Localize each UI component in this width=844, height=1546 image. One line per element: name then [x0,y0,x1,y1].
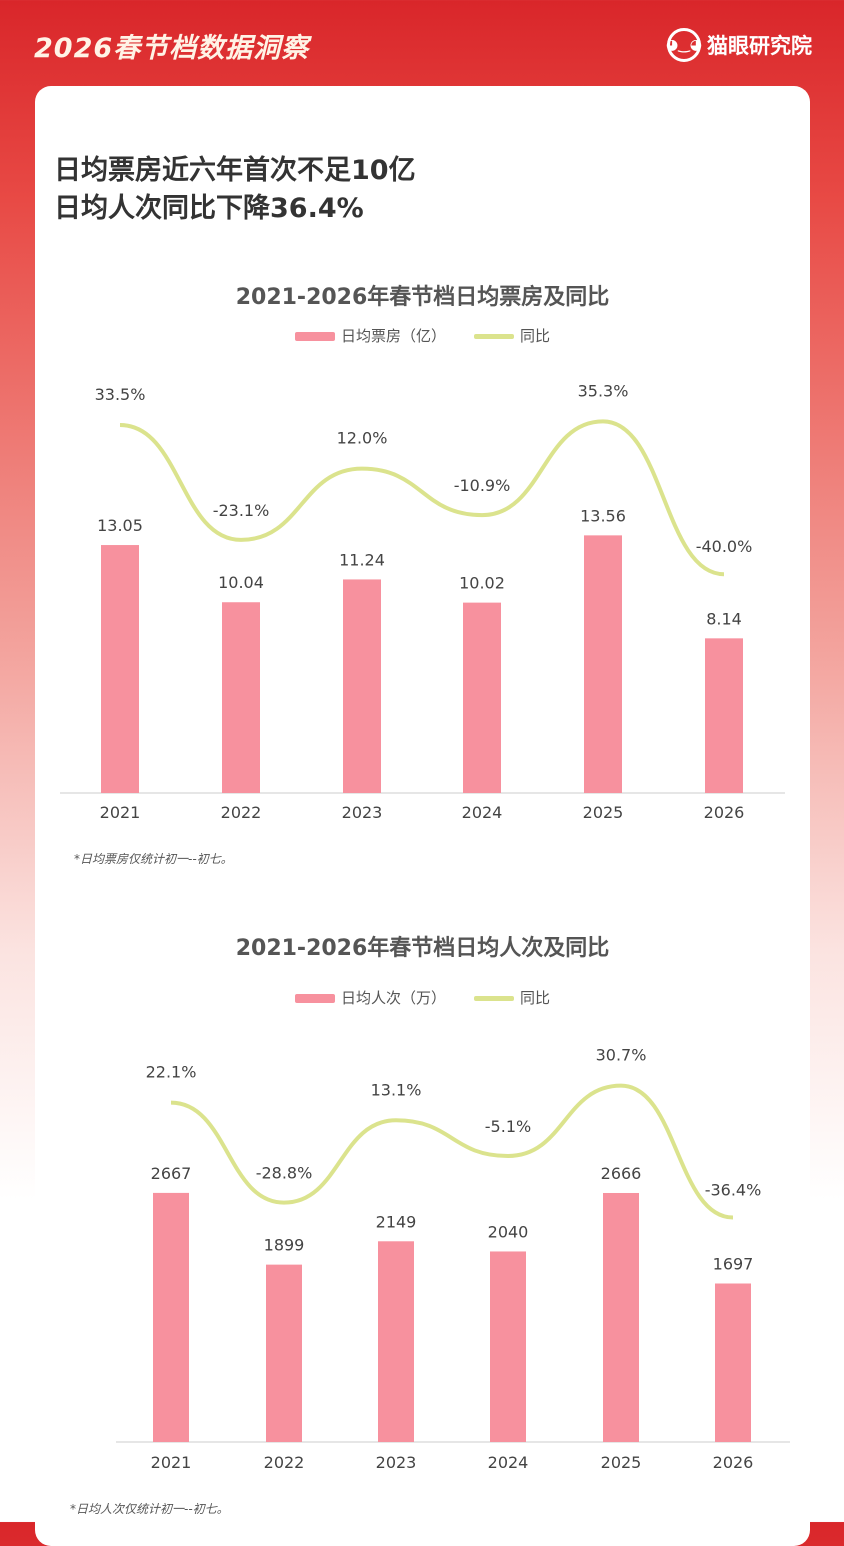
bar [153,1192,189,1442]
bar-label: 10.04 [218,573,264,592]
bar [222,602,260,793]
chart-1-note: *日均票房仅统计初一--初七。 [74,852,233,866]
bar-label: 11.24 [339,550,385,569]
x-tick-label: 2021 [151,1453,192,1472]
line-label: -36.4% [705,1181,762,1200]
chart-2-legend: 日均人次（万） 同比 [35,987,810,1008]
headline-line-2: 日均人次同比下降36.4% [54,193,364,224]
bar [463,602,501,793]
brand-name: 猫眼研究院 [707,34,812,58]
bar-label: 1899 [264,1236,305,1255]
x-tick-label: 2026 [713,1453,754,1472]
report-title: 2026春节档数据洞察 [34,33,310,64]
cat-face-icon: ◕‿◕ [666,28,702,62]
x-tick-label: 2023 [376,1453,417,1472]
x-tick-label: 2026 [704,803,745,822]
line-label: -5.1% [485,1117,531,1136]
bar-label: 13.56 [580,506,626,525]
legend-line: 同比 [474,325,550,346]
bar-label: 10.02 [459,574,505,593]
chart-2-note: *日均人次仅统计初一--初七。 [70,1502,229,1516]
bar [584,535,622,793]
chart-1-title: 2021-2026年春节档日均票房及同比 [235,285,610,310]
bar-label: 2666 [601,1164,642,1183]
chart-2-title: 2021-2026年春节档日均人次及同比 [235,936,610,961]
x-tick-label: 2021 [100,803,141,822]
bar [378,1241,414,1442]
legend-bar: 日均票房（亿） [294,325,446,346]
bar [343,579,381,793]
line-label: -28.8% [256,1164,313,1183]
chart-1-legend: 日均票房（亿） 同比 [35,325,810,346]
yoy-line [119,419,725,577]
x-tick-label: 2022 [221,803,262,822]
brand: ◕‿◕ 猫眼研究院 [666,28,812,62]
x-tick-label: 2025 [601,1453,642,1472]
x-tick-label: 2023 [342,803,383,822]
bar-label: 2667 [151,1164,192,1183]
x-tick-label: 2022 [264,1453,305,1472]
x-tick-label: 2024 [462,803,503,822]
headline: 日均票房近六年首次不足10亿 日均人次同比下降36.4% [54,152,416,228]
legend-bar: 日均人次（万） [294,987,446,1008]
line-label: -10.9% [454,476,511,495]
line-label: -23.1% [213,501,270,520]
x-tick-label: 2024 [488,1453,529,1472]
line-label: 35.3% [578,381,629,400]
bar [101,545,139,793]
line-label: 33.5% [95,385,146,404]
bar [715,1283,751,1442]
bar [490,1251,526,1442]
line-label: 12.0% [337,429,388,448]
bar-label: 13.05 [97,516,143,535]
yoy-line [170,1083,734,1220]
bar-label: 2040 [488,1222,529,1241]
bar-label: 2149 [376,1212,417,1231]
legend-line: 同比 [474,987,550,1008]
bar-label: 8.14 [706,609,742,628]
line-label: -40.0% [696,537,753,556]
line-label: 30.7% [596,1046,647,1065]
bar-label: 1697 [713,1255,754,1274]
bar [266,1264,302,1442]
line-label: 22.1% [146,1063,197,1082]
x-tick-label: 2025 [583,803,624,822]
line-label: 13.1% [371,1080,422,1099]
headline-line-1: 日均票房近六年首次不足10亿 [54,155,416,186]
bar [705,638,743,793]
bar [603,1192,639,1442]
